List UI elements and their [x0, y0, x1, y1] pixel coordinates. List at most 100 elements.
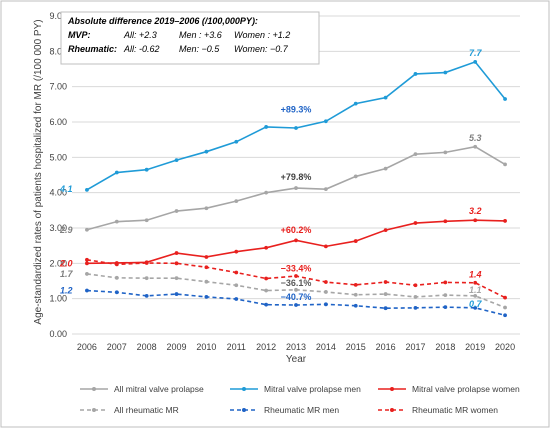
- annotation-label: 1.1: [469, 285, 482, 295]
- data-point: [294, 303, 298, 307]
- data-point: [353, 292, 358, 297]
- annotation-label: +89.3%: [281, 105, 312, 115]
- data-point: [323, 244, 328, 249]
- data-point: [234, 139, 239, 144]
- data-point: [503, 162, 507, 167]
- legend-label: Rheumatic MR men: [264, 405, 339, 415]
- legend-label: Rheumatic MR women: [412, 405, 498, 415]
- info-box-title: Absolute difference 2019–2006 (/100,000P…: [67, 16, 258, 26]
- data-point: [353, 174, 358, 179]
- legend-item: Mitral valve prolapse women: [378, 384, 520, 394]
- x-tick-label: 2020: [495, 342, 515, 352]
- data-point: [473, 144, 478, 149]
- annotation-label: 5.3: [469, 133, 482, 143]
- data-point: [323, 187, 328, 192]
- info-box-rheumatic-women: Women: −0.7: [234, 44, 289, 54]
- x-tick-label: 2019: [465, 342, 485, 352]
- x-tick-label: 2014: [316, 342, 336, 352]
- data-point: [323, 119, 328, 124]
- data-point: [204, 265, 209, 270]
- annotation-label: 2.9: [59, 225, 73, 235]
- data-point: [383, 166, 388, 171]
- data-point: [204, 279, 209, 284]
- data-point: [503, 313, 507, 318]
- x-tick-label: 2012: [256, 342, 276, 352]
- x-tick-label: 2007: [107, 342, 127, 352]
- legend-marker: [92, 387, 96, 391]
- x-tick-label: 2006: [77, 342, 97, 352]
- series-2: [85, 218, 507, 266]
- data-point: [264, 276, 269, 281]
- annotation-label: 7.7: [469, 48, 483, 58]
- legend-marker: [92, 408, 96, 412]
- data-point: [174, 209, 179, 213]
- data-point: [383, 228, 388, 233]
- series-lines: [85, 60, 507, 318]
- absolute-difference-box: Absolute difference 2019–2006 (/100,000P…: [60, 11, 320, 65]
- data-point: [264, 245, 269, 250]
- data-point: [294, 186, 298, 190]
- annotation-label: 1.4: [469, 270, 482, 280]
- data-point: [413, 152, 418, 157]
- data-point: [473, 218, 478, 223]
- y-tick-label: 4.00: [49, 188, 67, 198]
- data-point: [174, 261, 179, 266]
- x-tick-label: 2013: [286, 342, 306, 352]
- data-point: [294, 274, 298, 278]
- legend-item: Rheumatic MR men: [230, 405, 339, 415]
- y-tick-label: 7.00: [49, 82, 67, 92]
- data-point: [204, 206, 209, 211]
- series-3: [85, 272, 507, 310]
- info-box-rheumatic-label: Rheumatic:: [68, 44, 117, 54]
- data-point: [234, 199, 239, 204]
- x-tick-label: 2015: [346, 342, 366, 352]
- y-tick-label: 2.00: [49, 258, 67, 268]
- data-point: [503, 97, 507, 101]
- data-point: [443, 293, 448, 298]
- data-point: [383, 306, 388, 311]
- data-point: [353, 303, 358, 308]
- legend-item: All rheumatic MR: [80, 405, 179, 415]
- y-tick-label: 1.00: [49, 294, 67, 304]
- y-tick-label: 0.00: [49, 329, 67, 339]
- legend-item: All mitral valve prolapse: [80, 384, 204, 394]
- data-point: [443, 219, 448, 224]
- legend-marker: [390, 387, 394, 391]
- data-point: [383, 280, 388, 284]
- data-point: [413, 221, 418, 225]
- data-point: [174, 251, 179, 255]
- data-point: [174, 158, 179, 163]
- data-point: [413, 305, 418, 310]
- data-point: [353, 239, 358, 243]
- data-point: [234, 249, 239, 254]
- data-point: [234, 270, 239, 275]
- y-tick-label: 9.00: [49, 11, 67, 21]
- info-box-mvp-men: Men : +3.6: [179, 30, 222, 40]
- data-point: [413, 295, 418, 299]
- legend-label: All mitral valve prolapse: [114, 384, 204, 394]
- data-point: [413, 72, 418, 76]
- data-point: [114, 275, 119, 280]
- data-point: [264, 190, 269, 195]
- data-point: [85, 257, 89, 262]
- data-point: [473, 280, 478, 285]
- legend: All mitral valve prolapse Mitral valve pr…: [80, 384, 520, 415]
- data-point: [353, 101, 358, 106]
- x-tick-label: 2017: [405, 342, 425, 352]
- data-point: [473, 60, 478, 64]
- x-tick-label: 2010: [196, 342, 216, 352]
- data-point: [503, 219, 507, 223]
- info-box-rheumatic-all: All: -0.62: [123, 44, 160, 54]
- value-annotations: 4.1 2.9 2.01.7 1.2 +89.3% +79.8% +60.2% −33.4% −…: [59, 48, 482, 309]
- legend-label: Mitral valve prolapse women: [412, 384, 520, 394]
- data-point: [503, 295, 507, 300]
- data-point: [473, 305, 478, 310]
- y-axis-title: Age-standardized rates of patients hospi…: [33, 19, 44, 324]
- data-point: [264, 288, 269, 293]
- data-point: [503, 305, 507, 310]
- data-point: [264, 302, 269, 307]
- annotation-label: 2.0: [59, 258, 73, 268]
- x-tick-label: 2009: [167, 342, 187, 352]
- y-tick-label: 5.00: [49, 152, 67, 162]
